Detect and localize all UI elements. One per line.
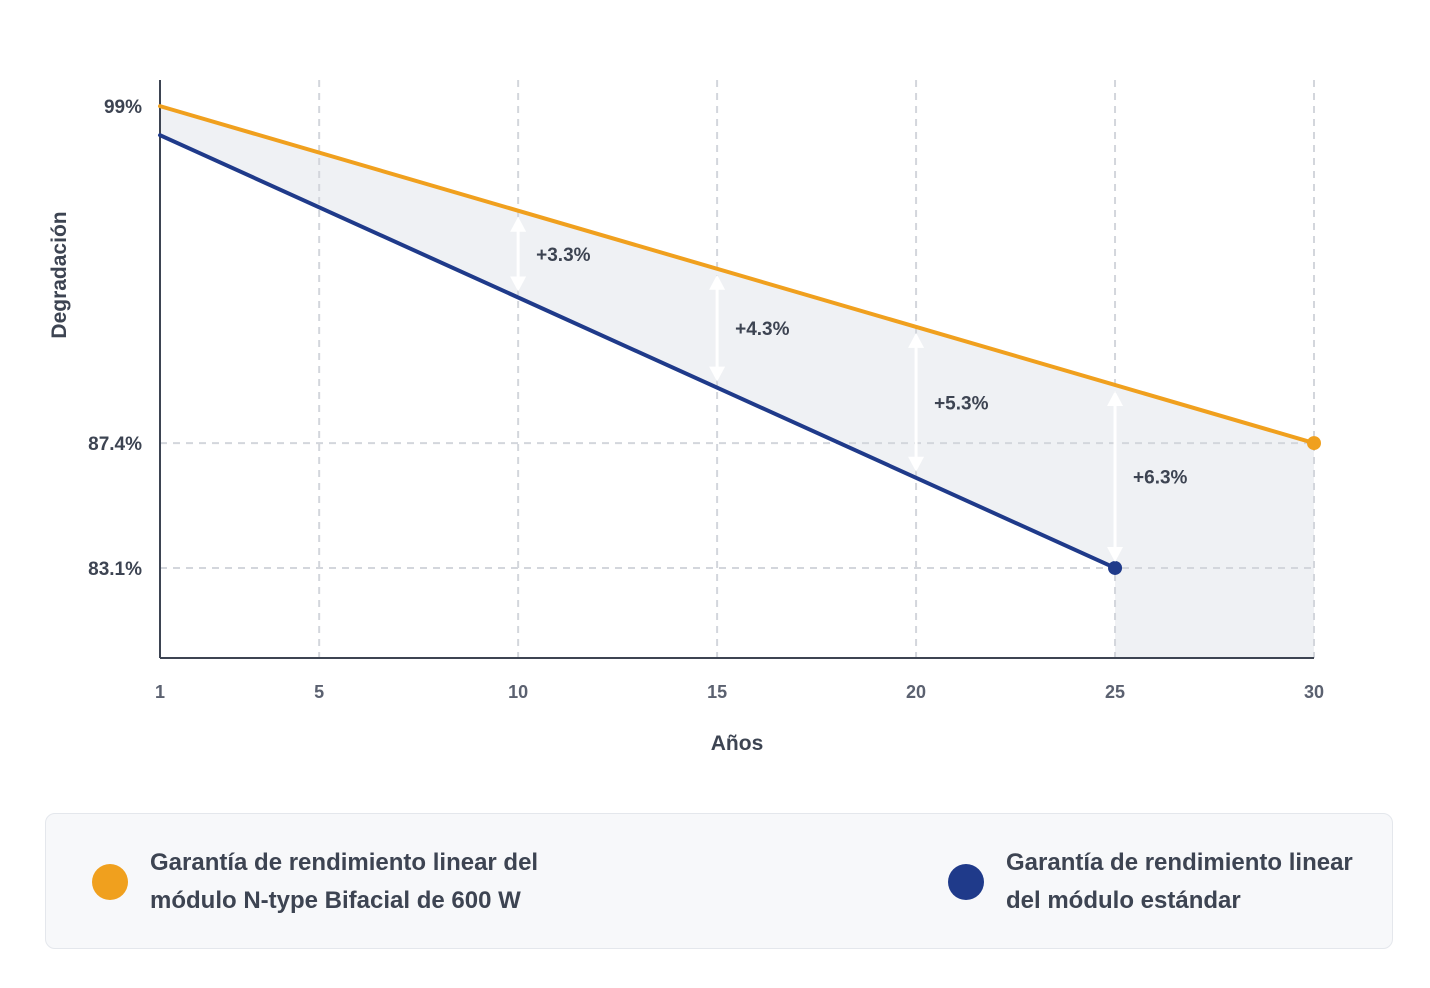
gap-arrow-down-10 <box>510 276 527 292</box>
series-layer <box>158 104 1321 575</box>
series-line-standard <box>158 133 1118 570</box>
gap-label-25: +6.3% <box>1133 467 1188 488</box>
gap-arrow-down-20 <box>908 456 925 472</box>
annotation-layer: +3.3% +4.3% +5.3% +6.3% <box>510 216 1188 562</box>
gap-label-20: +5.3% <box>934 393 989 414</box>
gain-area <box>160 106 1314 659</box>
legend-label-standard: Garantía de rendimiento linear del módul… <box>1006 849 1353 914</box>
x-tick-label-5: 5 <box>314 682 324 702</box>
x-tick-label-30: 30 <box>1304 682 1324 702</box>
y-tick-label-83.1%: 83.1% <box>88 559 142 580</box>
y-tick-label-87.4%: 87.4% <box>88 434 142 455</box>
legend-swatch-orange <box>92 864 128 900</box>
series-line-bifacial <box>158 104 1316 446</box>
legend-label-bifacial: Garantía de rendimiento linear del módul… <box>150 849 539 914</box>
gap-label-15: +4.3% <box>735 319 790 340</box>
series-end-point-bifacial <box>1307 436 1321 451</box>
grid-layer <box>160 80 1315 658</box>
x-tick-label-15: 15 <box>707 682 727 702</box>
legend-item-bifacial: Garantía de rendimiento linear del módul… <box>92 814 620 950</box>
x-axis-title: Años <box>711 732 764 755</box>
gain-area-layer <box>160 106 1314 659</box>
gap-arrow-up-15 <box>709 274 726 290</box>
y-tick-label-99%: 99% <box>104 97 142 118</box>
legend-item-standard: Garantía de rendimiento linear del módul… <box>948 814 1386 950</box>
gap-arrow-down-15 <box>709 366 726 382</box>
x-tick-label-20: 20 <box>906 682 926 702</box>
legend: Garantía de rendimiento linear del módul… <box>45 813 1393 949</box>
x-tick-label-25: 25 <box>1105 682 1125 702</box>
gap-arrow-down-25 <box>1107 546 1124 562</box>
degradation-chart: +3.3%+4.3%+5.3%+6.3% 1 5 10 15 20 25 3099%87.4… <box>48 80 1324 755</box>
x-tick-label-10: 10 <box>508 682 528 702</box>
axes-layer <box>159 80 1314 659</box>
legend-swatch-blue <box>948 864 984 900</box>
series-end-point-standard <box>1108 560 1123 575</box>
y-axis-title: Degradación <box>48 211 71 338</box>
gap-label-10: +3.3% <box>536 245 591 266</box>
gap-arrow-up-10 <box>510 216 527 232</box>
gap-arrow-up-25 <box>1107 390 1124 406</box>
x-tick-label-1: 1 <box>155 682 165 702</box>
gap-arrow-up-20 <box>908 332 925 348</box>
